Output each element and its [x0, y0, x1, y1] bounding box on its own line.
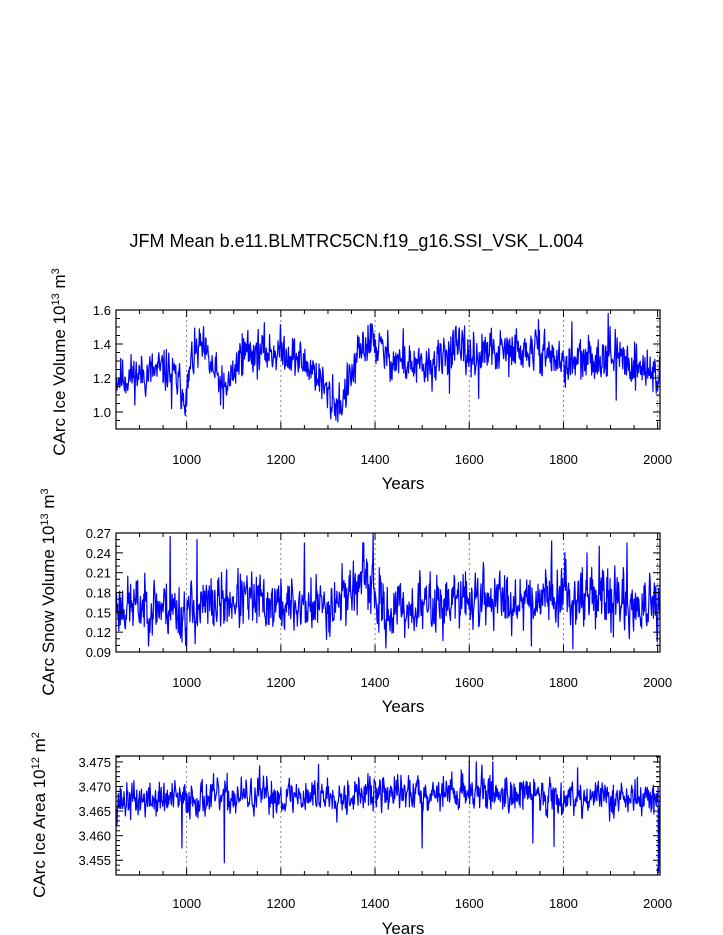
x-tick-label-1800: 1800	[549, 452, 578, 467]
y-axis-title-text: CArc Snow Volume 10	[39, 526, 58, 696]
x-tick-label-1200: 1200	[266, 452, 295, 467]
y-axis-title-text: CArc Ice Area 10	[30, 769, 49, 898]
x-tick-label-1400: 1400	[361, 452, 390, 467]
series-line-3	[115, 761, 661, 874]
y-tick-label-1.6: 1.6	[93, 303, 111, 318]
x-tick-label-2000: 2000	[643, 452, 672, 467]
y-axis-title-text: CArc Ice Volume 10	[50, 306, 69, 456]
y-tick-label-3.465: 3.465	[78, 804, 111, 819]
chart-title: JFM Mean b.e11.BLMTRC5CN.f19_g16.SSI_VSK…	[129, 231, 584, 251]
x-tick-label-1000: 1000	[172, 675, 201, 690]
x-tick-label-1000: 1000	[172, 896, 201, 911]
y-axis-title: CArc Snow Volume 1013 m3	[39, 488, 58, 695]
y-tick-label-0.18: 0.18	[86, 586, 111, 601]
series-line-1	[115, 312, 661, 423]
y-axis-title-text: m	[39, 494, 58, 513]
y-tick-label-3.460: 3.460	[78, 829, 111, 844]
y-tick-label-0.21: 0.21	[86, 566, 111, 581]
panel-2: 1000 1200 1400 1600 1800 2000 0.09 0.12 0.15 0.18…	[39, 488, 672, 716]
x-tick-label-1200: 1200	[266, 675, 295, 690]
x-tick-label-2000: 2000	[643, 896, 672, 911]
x-tick-label-1200: 1200	[266, 896, 295, 911]
x-tick-label-1600: 1600	[455, 675, 484, 690]
y-tick-label-0.15: 0.15	[86, 605, 111, 620]
x-axis-title: Years	[382, 697, 425, 716]
x-tick-label-1600: 1600	[455, 452, 484, 467]
y-axis-title-exponent: 13	[50, 293, 62, 305]
y-axis-title-text: m	[50, 274, 69, 293]
y-axis-title-exponent: 2	[30, 732, 42, 738]
x-tick-label-1600: 1600	[455, 896, 484, 911]
y-tick-label-3.455: 3.455	[78, 853, 111, 868]
x-tick-label-1000: 1000	[172, 452, 201, 467]
y-tick-label-0.12: 0.12	[86, 625, 111, 640]
y-tick-label-3.470: 3.470	[78, 779, 111, 794]
y-axis-title-text: m	[30, 738, 49, 757]
x-tick-label-1800: 1800	[549, 896, 578, 911]
y-tick-label-0.24: 0.24	[86, 546, 111, 561]
panel-1: 1000 1200 1400 1600 1800 2000 1.0 1.2 1.4 1.6 Year…	[50, 268, 672, 493]
y-axis-title: CArc Ice Area 1012 m2	[30, 732, 49, 898]
y-axis-title: CArc Ice Volume 1013 m3	[50, 268, 69, 456]
y-tick-label-1.2: 1.2	[93, 371, 111, 386]
x-tick-label-2000: 2000	[643, 675, 672, 690]
y-axis-title-exponent: 13	[39, 513, 51, 525]
y-tick-label-3.475: 3.475	[78, 755, 111, 770]
x-tick-label-1400: 1400	[361, 896, 390, 911]
y-tick-label-1.0: 1.0	[93, 405, 111, 420]
panel-3: 1000 1200 1400 1600 1800 2000 3.455 3.460 3.465 3…	[30, 732, 672, 935]
plot-frame	[115, 309, 661, 430]
x-axis-title: Years	[382, 474, 425, 493]
y-axis-title-exponent: 3	[39, 488, 51, 494]
x-tick-label-1400: 1400	[361, 675, 390, 690]
y-tick-label-0.09: 0.09	[86, 645, 111, 660]
x-tick-label-1800: 1800	[549, 675, 578, 690]
y-axis-title-exponent: 3	[50, 268, 62, 274]
y-axis-title-exponent: 12	[30, 757, 42, 769]
y-tick-label-0.27: 0.27	[86, 526, 111, 541]
x-axis-title: Years	[382, 919, 425, 935]
series-line-2	[115, 532, 661, 650]
y-tick-label-1.4: 1.4	[93, 337, 111, 352]
